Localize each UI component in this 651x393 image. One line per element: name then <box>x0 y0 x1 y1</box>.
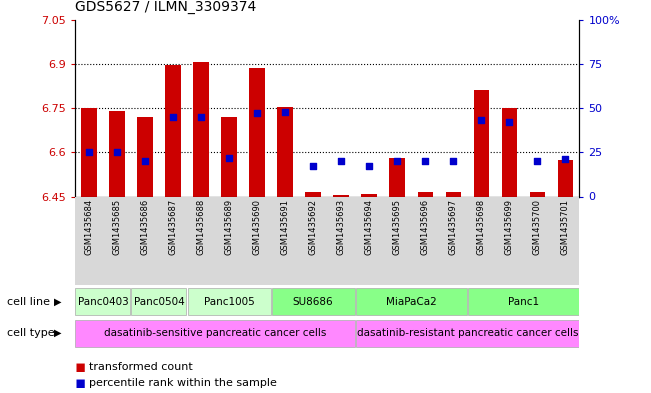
Point <box>504 119 514 125</box>
Text: GDS5627 / ILMN_3309374: GDS5627 / ILMN_3309374 <box>75 0 256 15</box>
Point <box>532 158 542 164</box>
Text: GSM1435697: GSM1435697 <box>449 199 458 255</box>
Text: GSM1435700: GSM1435700 <box>533 199 542 255</box>
Bar <box>277 107 293 196</box>
Text: ▪: ▪ <box>75 358 86 376</box>
Text: GSM1435689: GSM1435689 <box>225 199 234 255</box>
Text: SU8686: SU8686 <box>293 297 333 307</box>
Bar <box>271 288 355 315</box>
Bar <box>468 288 579 315</box>
Bar <box>81 108 96 196</box>
Bar <box>221 117 237 196</box>
Text: GSM1435693: GSM1435693 <box>337 199 346 255</box>
Point <box>140 158 150 164</box>
Point <box>392 158 402 164</box>
Bar <box>473 90 489 196</box>
Point <box>168 114 178 120</box>
Point <box>224 154 234 161</box>
Text: GSM1435684: GSM1435684 <box>85 199 93 255</box>
Point <box>252 110 262 117</box>
Bar <box>132 288 186 315</box>
Point <box>448 158 458 164</box>
Text: GSM1435691: GSM1435691 <box>281 199 290 255</box>
Bar <box>305 192 321 196</box>
Bar <box>445 192 461 196</box>
Bar <box>355 320 579 347</box>
Text: ▶: ▶ <box>54 328 62 338</box>
Bar <box>76 288 130 315</box>
Text: GSM1435695: GSM1435695 <box>393 199 402 255</box>
Text: transformed count: transformed count <box>89 362 193 373</box>
Text: GSM1435687: GSM1435687 <box>169 199 178 255</box>
Text: GSM1435688: GSM1435688 <box>197 199 206 255</box>
Text: Panc0403: Panc0403 <box>77 297 128 307</box>
Bar <box>530 192 545 196</box>
Text: GSM1435686: GSM1435686 <box>141 199 150 255</box>
Point <box>560 156 570 162</box>
Bar <box>109 111 124 196</box>
Text: GSM1435698: GSM1435698 <box>477 199 486 255</box>
Point <box>84 149 94 156</box>
Text: GSM1435701: GSM1435701 <box>561 199 570 255</box>
Text: Panc0504: Panc0504 <box>133 297 184 307</box>
Text: percentile rank within the sample: percentile rank within the sample <box>89 378 277 388</box>
Text: Panc1005: Panc1005 <box>204 297 255 307</box>
Bar <box>137 117 152 196</box>
Text: GSM1435692: GSM1435692 <box>309 199 318 255</box>
Bar <box>193 62 209 196</box>
Text: GSM1435694: GSM1435694 <box>365 199 374 255</box>
Bar <box>558 160 573 196</box>
Point <box>308 163 318 170</box>
Point <box>112 149 122 156</box>
Point <box>280 108 290 115</box>
Bar <box>187 288 271 315</box>
Point <box>196 114 206 120</box>
Point <box>420 158 430 164</box>
Bar <box>361 194 377 196</box>
Bar <box>355 288 467 315</box>
Text: dasatinib-sensitive pancreatic cancer cells: dasatinib-sensitive pancreatic cancer ce… <box>104 328 326 338</box>
Text: GSM1435690: GSM1435690 <box>253 199 262 255</box>
Bar <box>76 320 355 347</box>
Bar <box>417 192 433 196</box>
Text: dasatinib-resistant pancreatic cancer cells: dasatinib-resistant pancreatic cancer ce… <box>357 328 578 338</box>
Text: cell type: cell type <box>7 328 54 338</box>
Bar <box>389 158 405 196</box>
Bar <box>502 108 517 196</box>
Bar <box>249 68 265 196</box>
Text: cell line: cell line <box>7 297 49 307</box>
Text: GSM1435685: GSM1435685 <box>113 199 121 255</box>
Text: GSM1435699: GSM1435699 <box>505 199 514 255</box>
Text: ▶: ▶ <box>54 297 62 307</box>
Text: Panc1: Panc1 <box>508 297 539 307</box>
Text: ▪: ▪ <box>75 374 86 392</box>
Text: MiaPaCa2: MiaPaCa2 <box>386 297 437 307</box>
Point <box>364 163 374 170</box>
Point <box>476 118 486 124</box>
Bar <box>165 65 181 196</box>
Text: GSM1435696: GSM1435696 <box>421 199 430 255</box>
Bar <box>333 195 349 196</box>
Point <box>336 158 346 164</box>
